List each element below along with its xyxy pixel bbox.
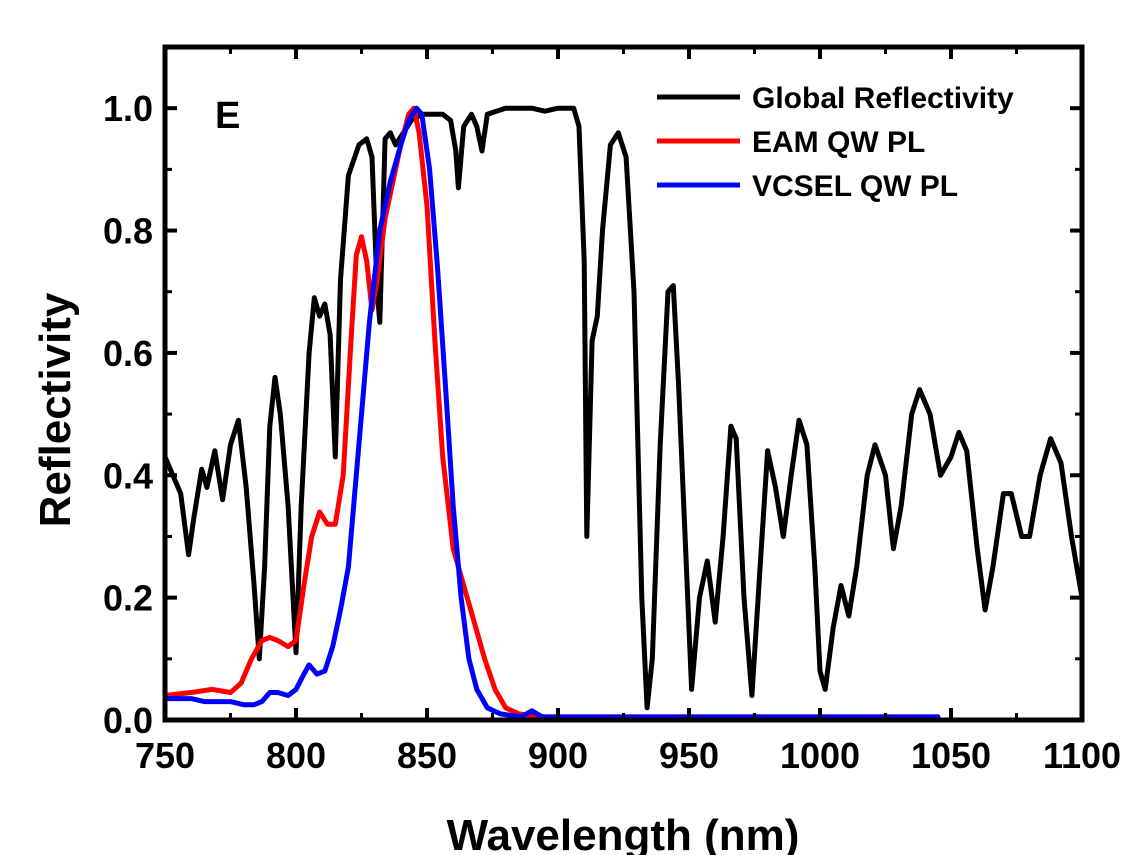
x-tick-label: 900 (528, 735, 588, 776)
y-tick-label: 0.6 (103, 333, 153, 374)
series-line-2 (165, 105, 941, 720)
legend-label-2: EAM QW PL (752, 126, 925, 159)
x-tick-label: 1100 (1043, 735, 1121, 776)
x-tick-label: 800 (266, 735, 326, 776)
series-line-3 (165, 105, 941, 720)
x-tick-label: 1000 (780, 735, 860, 776)
y-tick-label: 0.2 (103, 578, 153, 619)
series-layer (165, 105, 1082, 720)
x-axis-title: Wavelength (nm) (447, 811, 800, 855)
y-tick-label: 0.4 (103, 455, 153, 496)
y-tick-label: 0.8 (103, 211, 153, 252)
series-line-1 (165, 105, 1082, 711)
x-tick-label: 750 (135, 735, 195, 776)
y-tick-label: 1.0 (103, 88, 153, 129)
ticks-layer: 750 800 850 900 950 1000 1050 1100 0.0 0.2 0.4 0.6 0… (103, 45, 1121, 776)
x-tick-label: 850 (397, 735, 457, 776)
panel-label: E (215, 95, 240, 137)
y-axis-title: Reflectivity (31, 292, 80, 527)
legend-label-1: Global Reflectivity (752, 82, 1014, 115)
legend-label-3: VCSEL QW PL (752, 170, 958, 203)
x-tick-label: 950 (659, 735, 719, 776)
legend: Global Reflectivity EAM QW PL VCSEL QW PL (657, 82, 1014, 203)
x-tick-label: 1050 (911, 735, 991, 776)
y-tick-label: 0.0 (103, 700, 153, 741)
